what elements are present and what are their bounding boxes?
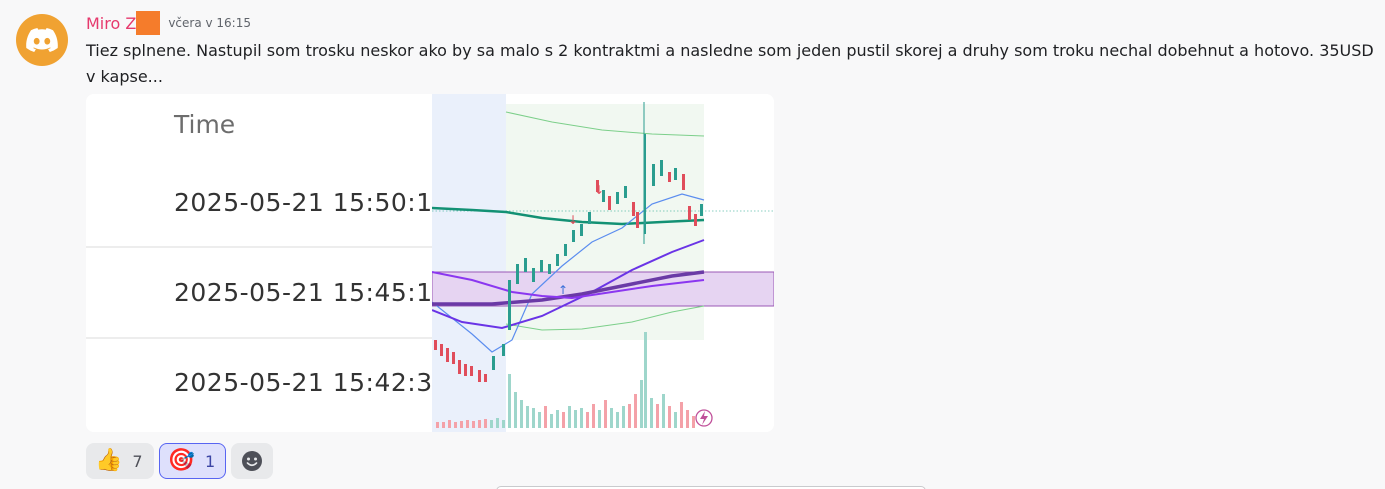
lightning-icon bbox=[695, 409, 713, 427]
target-icon: 🎯 bbox=[167, 448, 195, 473]
moving-average-purple-1 bbox=[432, 239, 705, 330]
reaction-count: 7 bbox=[132, 451, 143, 471]
image-attachment[interactable]: Time 2025-05-21 15:50:1 2025-05-21 15:45… bbox=[86, 94, 774, 432]
moving-average-green bbox=[432, 206, 705, 226]
discord-logo-icon bbox=[26, 28, 58, 52]
reaction-target[interactable]: 🎯 1 bbox=[158, 443, 227, 479]
sell-signal-arrow: ↓ bbox=[568, 213, 578, 227]
table-row: 2025-05-21 15:50:1 bbox=[174, 188, 433, 217]
sell-signal-arrow: ↓ bbox=[594, 183, 604, 197]
time-table: Time 2025-05-21 15:50:1 2025-05-21 15:45… bbox=[86, 94, 432, 432]
moving-average-violet bbox=[432, 271, 705, 300]
time-column-header: Time bbox=[174, 110, 236, 139]
reaction-count: 1 bbox=[205, 451, 216, 471]
add-reaction-button[interactable] bbox=[231, 443, 274, 479]
thumbs-up-icon: 👍 bbox=[95, 448, 123, 473]
reactions-bar: 👍 7 🎯 1 bbox=[86, 443, 274, 479]
candles-up bbox=[492, 134, 703, 370]
smiley-icon bbox=[242, 451, 263, 471]
volume-bars bbox=[436, 332, 695, 428]
candlestick-chart: ↑ ↓ ↓ bbox=[432, 94, 774, 432]
avatar[interactable] bbox=[16, 14, 68, 66]
bollinger-lower bbox=[505, 305, 705, 331]
moving-average-thin-blue bbox=[432, 193, 705, 353]
buy-signal-arrow: ↑ bbox=[558, 283, 568, 297]
message-text: Tiez splnene. Nastupil som trosku neskor… bbox=[86, 41, 1374, 86]
row-divider bbox=[86, 337, 432, 339]
moving-average-purple-2 bbox=[432, 270, 705, 306]
candles-down bbox=[434, 172, 697, 382]
message-header: Miro Z včera v 16:15 bbox=[86, 10, 251, 36]
timestamp[interactable]: včera v 16:15 bbox=[168, 16, 251, 30]
reaction-thumbs-up[interactable]: 👍 7 bbox=[86, 443, 154, 479]
table-row: 2025-05-21 15:45:1 bbox=[174, 278, 433, 307]
redaction-block bbox=[136, 11, 161, 35]
table-row: 2025-05-21 15:42:3 bbox=[174, 368, 433, 397]
username[interactable]: Miro Z bbox=[86, 13, 137, 33]
row-divider bbox=[86, 246, 432, 248]
bollinger-upper bbox=[505, 111, 705, 137]
